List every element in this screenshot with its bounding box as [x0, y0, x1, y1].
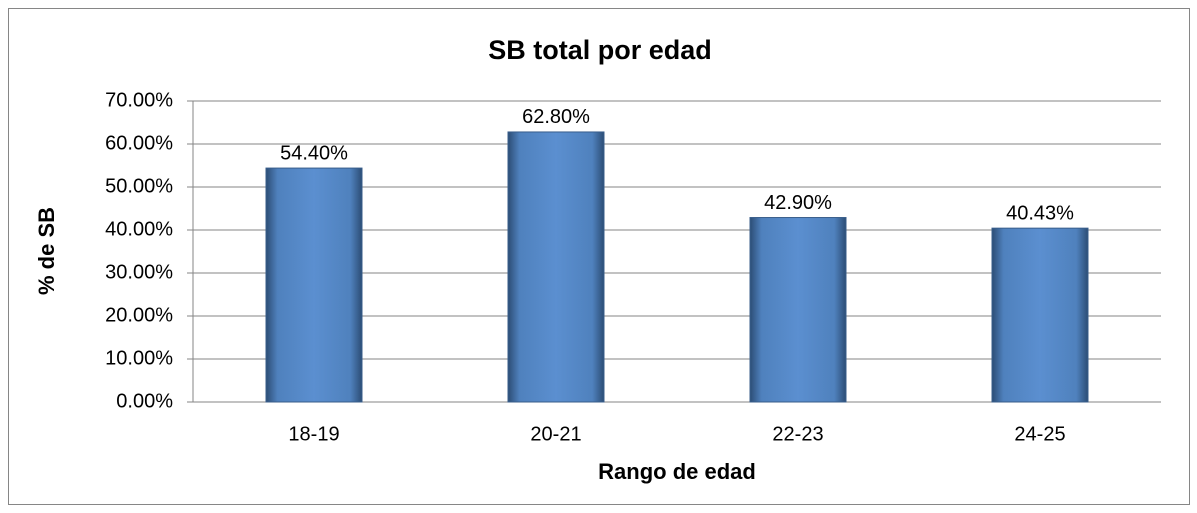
y-tick-label: 70.00% [105, 89, 173, 111]
chart-title: SB total por edad [488, 35, 712, 65]
y-tick-label: 30.00% [105, 261, 173, 283]
value-label: 62.80% [522, 106, 590, 128]
y-tick-label: 10.00% [105, 347, 173, 369]
bar [749, 217, 847, 403]
y-tick-label: 60.00% [105, 132, 173, 154]
x-tick-label: 22-23 [772, 423, 823, 445]
y-tick-label: 20.00% [105, 304, 173, 326]
bar [991, 227, 1089, 403]
value-label: 54.40% [280, 142, 348, 164]
y-axis-label: % de SB [34, 207, 59, 295]
y-tick-label: 40.00% [105, 218, 173, 240]
value-label: 42.90% [764, 192, 832, 214]
bar [507, 131, 605, 403]
bar [265, 167, 363, 403]
y-tick-label: 0.00% [116, 390, 173, 412]
value-label: 40.43% [1006, 202, 1074, 224]
y-tick-label: 50.00% [105, 175, 173, 197]
x-tick-label: 24-25 [1014, 423, 1065, 445]
x-tick-label: 20-21 [530, 423, 581, 445]
x-tick-label: 18-19 [288, 423, 339, 445]
x-axis-label: Rango de edad [598, 459, 756, 484]
